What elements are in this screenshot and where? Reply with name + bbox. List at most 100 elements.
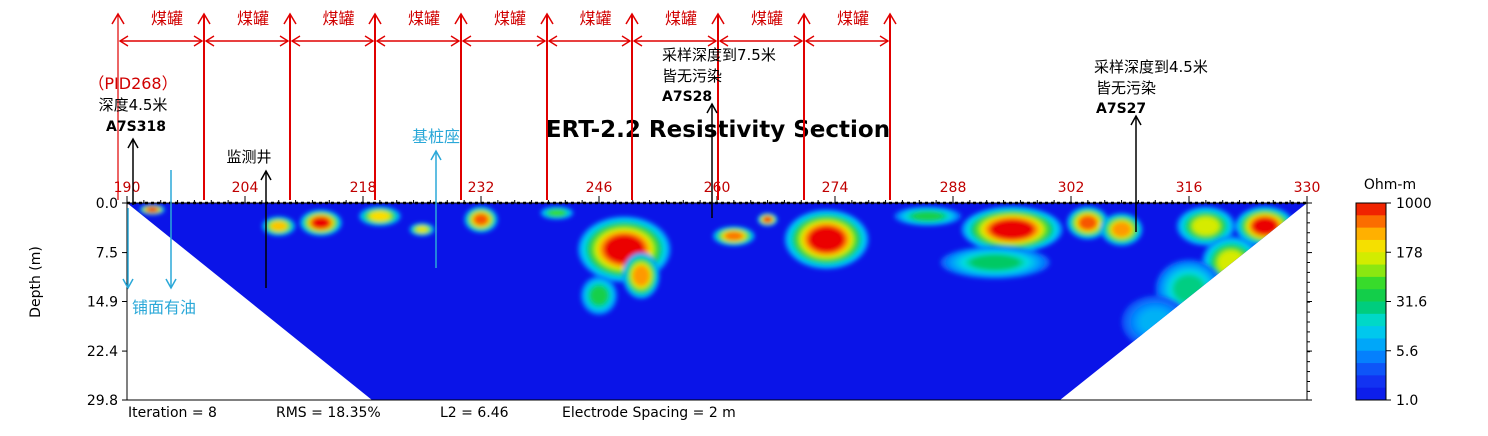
segment-arrowhead-3 (368, 12, 382, 25)
segment-label-8: 煤罐 (837, 9, 869, 28)
segment-span-right-arrow-5 (621, 35, 632, 47)
segment-span-left-arrow-5 (547, 35, 558, 47)
segment-span-right-arrow-8 (879, 35, 890, 47)
colorbar-step-5 (1356, 264, 1386, 278)
colorbar-step-7 (1356, 289, 1386, 302)
colorbar-step-6 (1356, 276, 1386, 290)
footer-l2: L2 = 6.46 (440, 405, 509, 421)
colorbar-step-13 (1356, 363, 1386, 376)
anomaly-21-ring-6 (1174, 275, 1204, 303)
segment-label-4: 煤罐 (494, 9, 526, 28)
segment-arrowhead-7 (711, 12, 725, 25)
y-axis-label: Depth (m) (28, 246, 44, 318)
anomaly-4-ring-6 (416, 226, 428, 233)
segment-label-1: 煤罐 (237, 9, 269, 28)
colorbar-tick-label-0: 1000 (1396, 196, 1432, 212)
arrow-a7s318-head (127, 137, 139, 149)
footer-spacing: Electrode Spacing = 2 m (562, 405, 736, 421)
arrow-pile-base-head (430, 149, 442, 161)
anomaly-17-ring-6 (1112, 222, 1131, 237)
colorbar-step-3 (1356, 239, 1386, 253)
anomaly-15-ring-6 (970, 255, 1020, 270)
anomaly-8-ring-6 (590, 286, 608, 305)
colorbar-tick-label-3: 5.6 (1396, 344, 1418, 360)
x-tick-label-274: 274 (822, 180, 849, 196)
resistivity-section (127, 203, 1307, 400)
segment-span-left-arrow-8 (804, 35, 815, 47)
colorbar-step-12 (1356, 350, 1386, 364)
anomaly-5-ring-6 (473, 213, 489, 226)
segment-span-left-arrow-0 (118, 35, 129, 47)
anomaly-0-ring-6 (146, 207, 158, 212)
segment-arrowhead-6 (625, 12, 639, 25)
x-tick-labels: 190204218232246260274288302316330 (114, 180, 1321, 196)
segment-span-right-arrow-0 (193, 35, 204, 47)
annotation-sample-75-line1: 采样深度到7.5米 (662, 46, 776, 64)
segment-span-left-arrow-4 (461, 35, 472, 47)
segment-arrowhead-0 (111, 12, 125, 25)
annotation-a7s28: A7S28 (662, 89, 712, 105)
anomaly-13-ring-6 (912, 211, 943, 221)
anomaly-16-ring-6 (1078, 215, 1098, 231)
y-tick-label-14.9: 14.9 (87, 295, 118, 311)
x-tick-label-218: 218 (350, 180, 377, 196)
segment-label-6: 煤罐 (665, 9, 697, 28)
colorbar-step-4 (1356, 252, 1386, 266)
y-tick-labels: 0.0 7.5 14.9 22.4 29.8 (87, 196, 118, 409)
segment-label-3: 煤罐 (408, 9, 440, 28)
segment-arrowhead-9 (883, 12, 897, 25)
anomaly-18-ring-6 (1192, 217, 1219, 235)
segment-span-left-arrow-1 (204, 35, 215, 47)
anomaly-1-ring-6 (271, 221, 287, 231)
segment-span-right-arrow-7 (793, 35, 804, 47)
segment-span-right-arrow-2 (364, 35, 375, 47)
x-tick-label-232: 232 (468, 180, 495, 196)
segment-span-right-arrow-6 (707, 35, 718, 47)
segment-span-right-arrow-4 (536, 35, 547, 47)
segment-span-right-arrow-3 (450, 35, 461, 47)
annotation-paving-oil: 铺面有油 (132, 298, 196, 317)
y-tick-label-29.8: 29.8 (87, 393, 118, 409)
x-tick-label-302: 302 (1058, 180, 1085, 196)
anomaly-9-ring-6 (549, 209, 565, 216)
arrow-monitor-well-head (260, 169, 272, 181)
segment-label-7: 煤罐 (751, 9, 783, 28)
annotation-pile-base: 基桩座 (412, 127, 460, 146)
footer-rms: RMS = 18.35% (276, 405, 381, 421)
x-tick-label-288: 288 (940, 180, 967, 196)
tank-segment-markers: 煤罐 煤罐 煤罐 煤罐 煤罐 煤罐 煤罐 煤罐 煤罐 (111, 9, 897, 200)
annotation-depth-45-left: 深度4.5米 (99, 96, 168, 114)
colorbar-step-8 (1356, 301, 1386, 315)
anomaly-14-ring-6 (989, 219, 1035, 240)
anomaly-2-ring-6 (311, 216, 331, 229)
anomaly-3-ring-6 (370, 211, 390, 221)
colorbar-step-1 (1356, 215, 1386, 229)
arrow-paving-oil-2-head (165, 278, 177, 290)
y-tick-label-0: 0.0 (96, 196, 118, 212)
anomaly-12-ring-6 (807, 226, 846, 253)
annotation-a7s318: A7S318 (106, 119, 166, 135)
segment-arrowhead-1 (197, 12, 211, 25)
colorbar-step-2 (1356, 227, 1386, 241)
colorbar-tick-label-2: 31.6 (1396, 295, 1427, 311)
colorbar-step-15 (1356, 387, 1386, 401)
annotation-sample-45-line1: 采样深度到4.5米 (1094, 58, 1208, 76)
segment-arrowhead-2 (283, 12, 297, 25)
annotation-sample-45-line2: 皆无污染 (1096, 79, 1156, 97)
segment-span-left-arrow-7 (718, 35, 729, 47)
annotation-pid268: （PID268） (88, 74, 177, 93)
segment-label-5: 煤罐 (579, 9, 611, 28)
anomaly-20-ring-6 (1218, 250, 1245, 275)
colorbar-label: Ohm-m (1364, 177, 1416, 193)
segment-arrowhead-8 (797, 12, 811, 25)
anomaly-22-ring-6 (1140, 310, 1171, 334)
segment-span-left-arrow-6 (632, 35, 643, 47)
x-tick-label-204: 204 (232, 180, 259, 196)
anomaly-10-ring-6 (724, 231, 744, 241)
segment-arrowhead-5 (540, 12, 554, 25)
segment-label-2: 煤罐 (322, 9, 354, 28)
x-tick-label-246: 246 (586, 180, 613, 196)
x-tick-label-330: 330 (1294, 180, 1321, 196)
